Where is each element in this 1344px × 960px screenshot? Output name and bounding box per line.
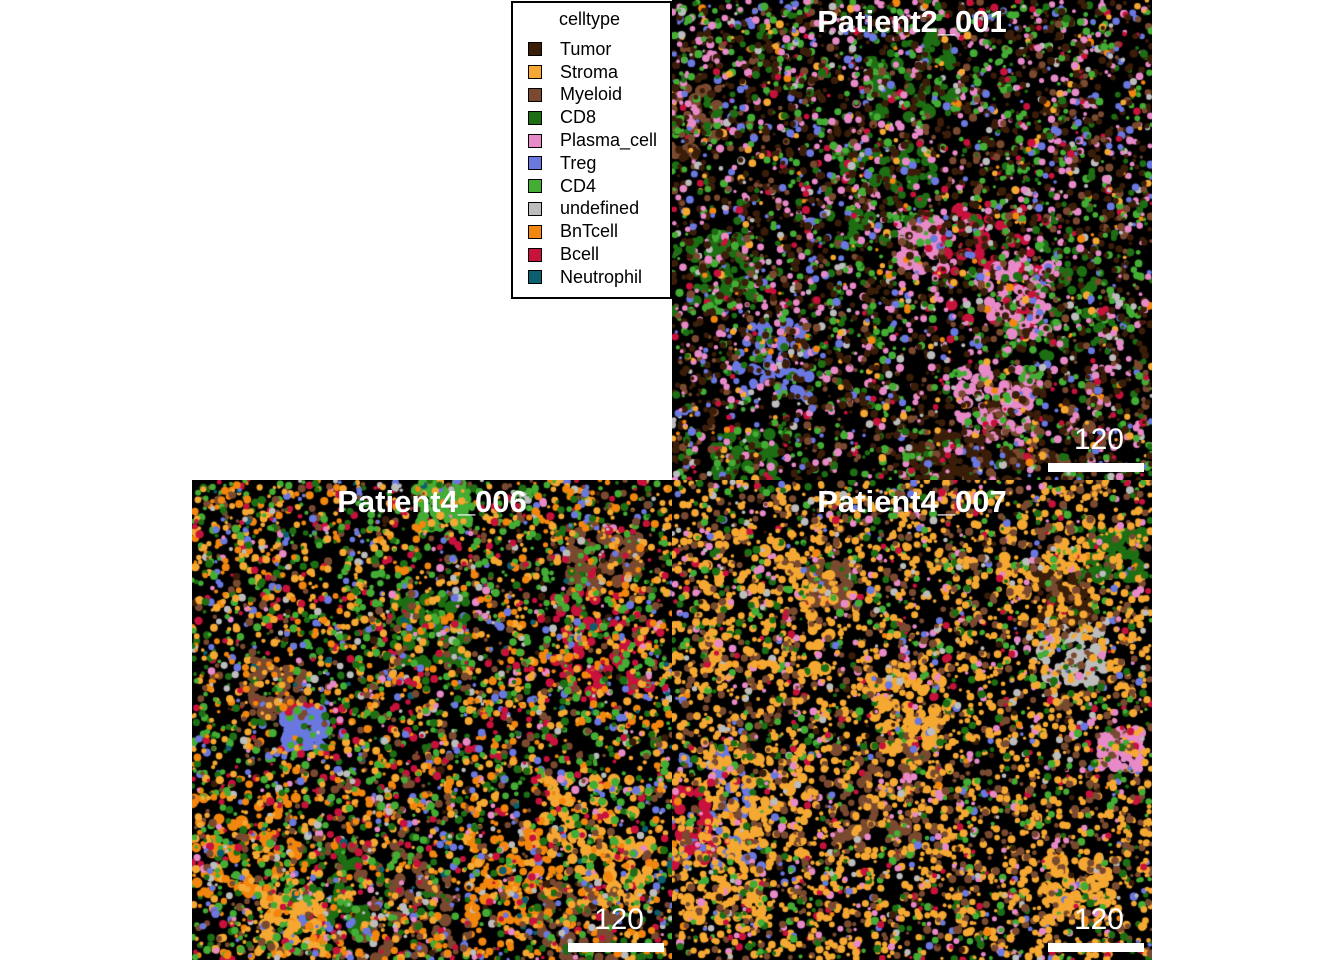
panel-title: Patient2_001	[817, 4, 1007, 39]
cell-segmentation-image	[192, 480, 672, 960]
scale-bar	[1048, 943, 1144, 952]
scale-bar-label: 120	[593, 903, 644, 936]
celltype-legend: celltype Tumor Stroma Myeloid CD8 Plasma_cel…	[511, 1, 672, 299]
legend-label: Treg	[560, 152, 597, 173]
legend-item: BnTcell	[528, 220, 657, 243]
legend-swatch	[528, 247, 542, 262]
cell-segmentation-image	[672, 0, 1152, 480]
legend-item: CD4	[528, 175, 657, 198]
scale-bar-label: 120	[1073, 903, 1124, 936]
legend-label: Stroma	[560, 61, 619, 82]
legend-item: Myeloid	[528, 84, 657, 107]
legend-item: Tumor	[528, 38, 657, 61]
legend-items: Tumor Stroma Myeloid CD8 Plasma_cell Treg CD4 u…	[528, 38, 657, 289]
legend-item: Bcell	[528, 243, 657, 266]
legend-label: CD4	[560, 175, 597, 196]
image-panel-patient2-001: Patient2_001 120	[672, 0, 1152, 480]
legend-swatch	[528, 201, 542, 216]
legend-label: Bcell	[560, 244, 600, 265]
legend-label: Tumor	[560, 38, 612, 59]
cell-segmentation-image	[672, 480, 1152, 960]
legend-swatch	[528, 156, 542, 171]
legend-swatch	[528, 179, 542, 194]
legend-swatch	[528, 224, 542, 239]
legend-swatch	[528, 133, 542, 148]
panel-title: Patient4_007	[817, 484, 1007, 519]
legend-label: CD8	[560, 107, 597, 128]
legend-swatch	[528, 270, 542, 285]
legend-label: Plasma_cell	[560, 130, 658, 151]
scale-bar	[568, 943, 664, 952]
scale-bar-label: 120	[1073, 423, 1124, 456]
legend-item: Plasma_cell	[528, 129, 657, 152]
legend-swatch	[528, 65, 542, 80]
image-panel-patient4-007: Patient4_007 120	[672, 480, 1152, 960]
legend-item: undefined	[528, 198, 657, 221]
image-panel-patient4-006: Patient4_006 120	[192, 480, 672, 960]
legend-item: CD8	[528, 106, 657, 129]
legend-swatch	[528, 87, 542, 102]
legend-label: Neutrophil	[560, 266, 643, 287]
legend-label: Myeloid	[560, 84, 623, 105]
scale-bar	[1048, 463, 1144, 472]
legend-item: Stroma	[528, 61, 657, 84]
legend-swatch	[528, 42, 542, 57]
legend-label: undefined	[560, 198, 640, 219]
legend-title: celltype	[559, 9, 621, 29]
legend-item: Neutrophil	[528, 266, 657, 289]
legend-swatch	[528, 110, 542, 125]
legend-label: BnTcell	[560, 221, 619, 242]
panel-title: Patient4_006	[337, 484, 527, 519]
legend-item: Treg	[528, 152, 657, 175]
